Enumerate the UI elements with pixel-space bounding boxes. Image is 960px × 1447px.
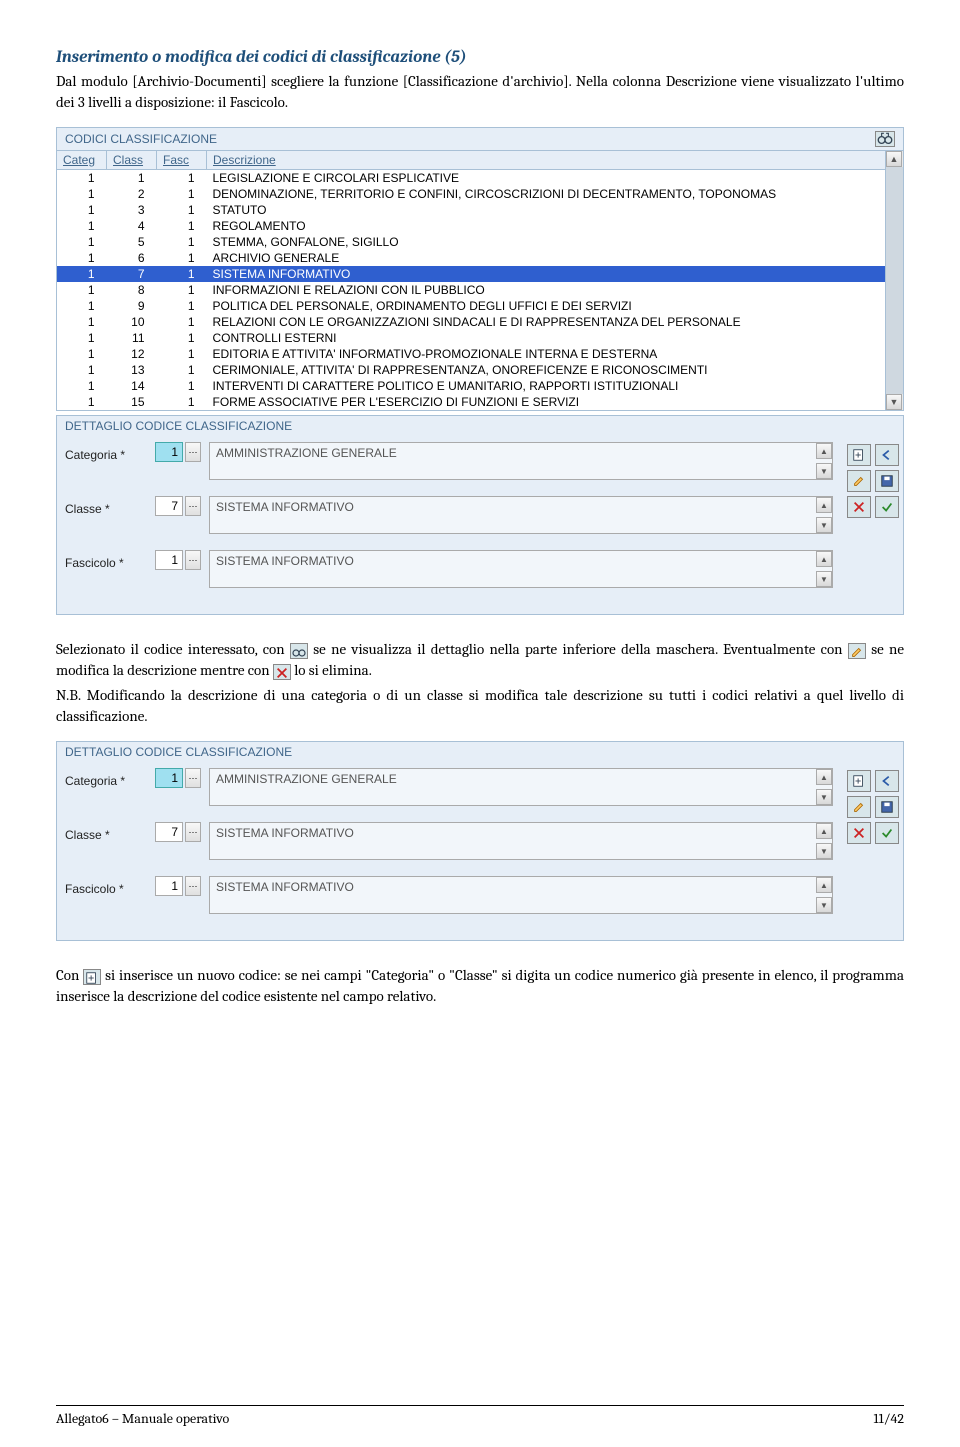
- footer-left: Allegato6 – Manuale operativo: [56, 1410, 229, 1427]
- table-row[interactable]: 1141INTERVENTI DI CARATTERE POLITICO E U…: [57, 378, 886, 394]
- table-row[interactable]: 191POLITICA DEL PERSONALE, ORDINAMENTO D…: [57, 298, 886, 314]
- scroll-up-icon[interactable]: ▲: [886, 151, 902, 167]
- table-row[interactable]: 141REGOLAMENTO: [57, 218, 886, 234]
- scroll-down-icon[interactable]: ▼: [886, 394, 902, 410]
- scroll-up-icon[interactable]: ▲: [816, 497, 832, 513]
- panel-title-text: CODICI CLASSIFICAZIONE: [65, 132, 217, 146]
- classe-label-2: Classe *: [65, 822, 155, 842]
- table-row[interactable]: 121DENOMINAZIONE, TERRITORIO E CONFINI, …: [57, 186, 886, 202]
- confirm-button-2[interactable]: [875, 822, 899, 844]
- scroll-down-icon[interactable]: ▼: [816, 517, 832, 533]
- delete-button-2[interactable]: [847, 822, 871, 844]
- table-row[interactable]: 1121EDITORIA E ATTIVITA' INFORMATIVO-PRO…: [57, 346, 886, 362]
- page-footer: Allegato6 – Manuale operativo 11/42: [56, 1405, 904, 1427]
- edit-button-2[interactable]: [847, 796, 871, 818]
- detail-panel: DETTAGLIO CODICE CLASSIFICAZIONE Categor…: [56, 415, 904, 615]
- delete-button[interactable]: [847, 496, 871, 518]
- classe-text[interactable]: SISTEMA INFORMATIVO ▲▼: [209, 496, 833, 534]
- classe-input-2[interactable]: 7: [155, 822, 183, 842]
- categoria-label: Categoria *: [65, 442, 155, 462]
- col-fasc[interactable]: Fasc: [157, 151, 207, 170]
- fascicolo-label-2: Fascicolo *: [65, 876, 155, 896]
- classe-label: Classe *: [65, 496, 155, 516]
- categoria-text[interactable]: AMMINISTRAZIONE GENERALE ▲▼: [209, 442, 833, 480]
- classe-lookup-2[interactable]: ⋯: [185, 822, 201, 842]
- table-row[interactable]: 1111CONTROLLI ESTERNI: [57, 330, 886, 346]
- paragraph-3: N.B. Modificando la descrizione di una c…: [56, 685, 904, 727]
- table-row[interactable]: 171SISTEMA INFORMATIVO: [57, 266, 886, 282]
- new-icon: [83, 969, 101, 985]
- scroll-down-icon[interactable]: ▼: [816, 463, 832, 479]
- col-categ[interactable]: Categ: [57, 151, 107, 170]
- vertical-scrollbar[interactable]: ▲ ▼: [886, 150, 904, 411]
- categoria-label-2: Categoria *: [65, 768, 155, 788]
- fascicolo-lookup-button[interactable]: ⋯: [185, 550, 201, 570]
- fascicolo-input-2[interactable]: 1: [155, 876, 183, 896]
- footer-right: 11/42: [874, 1410, 905, 1427]
- detail-title: DETTAGLIO CODICE CLASSIFICAZIONE: [57, 416, 903, 436]
- table-row[interactable]: 131STATUTO: [57, 202, 886, 218]
- scroll-down-icon[interactable]: ▼: [816, 571, 832, 587]
- classe-input[interactable]: 7: [155, 496, 183, 516]
- categoria-lookup-2[interactable]: ⋯: [185, 768, 201, 788]
- edit-icon: [848, 643, 866, 659]
- save-button[interactable]: [875, 470, 899, 492]
- categoria-text-2[interactable]: AMMINISTRAZIONE GENERALE ▲▼: [209, 768, 833, 806]
- table-row[interactable]: 161ARCHIVIO GENERALE: [57, 250, 886, 266]
- table-row[interactable]: 111LEGISLAZIONE E CIRCOLARI ESPLICATIVE: [57, 170, 886, 187]
- fascicolo-label: Fascicolo *: [65, 550, 155, 570]
- delete-icon: [273, 664, 291, 680]
- detail-title-2: DETTAGLIO CODICE CLASSIFICAZIONE: [57, 742, 903, 762]
- intro-paragraph: Dal modulo [Archivio-Documenti] sceglier…: [56, 71, 904, 113]
- save-button-2[interactable]: [875, 796, 899, 818]
- col-desc[interactable]: Descrizione: [207, 151, 886, 170]
- edit-button[interactable]: [847, 470, 871, 492]
- back-button[interactable]: [875, 444, 899, 466]
- table-row[interactable]: 1151FORME ASSOCIATIVE PER L'ESERCIZIO DI…: [57, 394, 886, 411]
- binoculars-icon[interactable]: [875, 131, 895, 147]
- table-row[interactable]: 181INFORMAZIONI E RELAZIONI CON IL PUBBL…: [57, 282, 886, 298]
- col-class[interactable]: Class: [107, 151, 157, 170]
- binoculars-icon: [290, 643, 308, 659]
- confirm-button[interactable]: [875, 496, 899, 518]
- codes-table: Categ Class Fasc Descrizione 111LEGISLAZ…: [56, 150, 886, 411]
- back-button-2[interactable]: [875, 770, 899, 792]
- fascicolo-lookup-2[interactable]: ⋯: [185, 876, 201, 896]
- classe-text-2[interactable]: SISTEMA INFORMATIVO ▲▼: [209, 822, 833, 860]
- fascicolo-text[interactable]: SISTEMA INFORMATIVO ▲▼: [209, 550, 833, 588]
- classe-lookup-button[interactable]: ⋯: [185, 496, 201, 516]
- fascicolo-input[interactable]: 1: [155, 550, 183, 570]
- paragraph-4: Con si inserisce un nuovo codice: se nei…: [56, 965, 904, 1007]
- table-row[interactable]: 1131CERIMONIALE, ATTIVITA' DI RAPPRESENT…: [57, 362, 886, 378]
- screenshot-codici: CODICI CLASSIFICAZIONE Categ Class Fasc …: [56, 127, 904, 615]
- scroll-up-icon[interactable]: ▲: [816, 443, 832, 459]
- new-button[interactable]: [847, 444, 871, 466]
- new-button-2[interactable]: [847, 770, 871, 792]
- scroll-up-icon[interactable]: ▲: [816, 551, 832, 567]
- categoria-input[interactable]: 1: [155, 442, 183, 462]
- page-heading: Inserimento o modifica dei codici di cla…: [56, 48, 904, 67]
- table-row[interactable]: 1101RELAZIONI CON LE ORGANIZZAZIONI SIND…: [57, 314, 886, 330]
- categoria-lookup-button[interactable]: ⋯: [185, 442, 201, 462]
- action-buttons: [841, 436, 903, 614]
- action-buttons-2: [841, 762, 903, 940]
- categoria-input-2[interactable]: 1: [155, 768, 183, 788]
- table-row[interactable]: 151STEMMA, GONFALONE, SIGILLO: [57, 234, 886, 250]
- screenshot-detail: DETTAGLIO CODICE CLASSIFICAZIONE Categor…: [56, 741, 904, 941]
- paragraph-2: Selezionato il codice interessato, con s…: [56, 639, 904, 681]
- panel-title-bar: CODICI CLASSIFICAZIONE: [56, 127, 904, 150]
- scroll-thumb[interactable]: [886, 167, 903, 394]
- fascicolo-text-2[interactable]: SISTEMA INFORMATIVO ▲▼: [209, 876, 833, 914]
